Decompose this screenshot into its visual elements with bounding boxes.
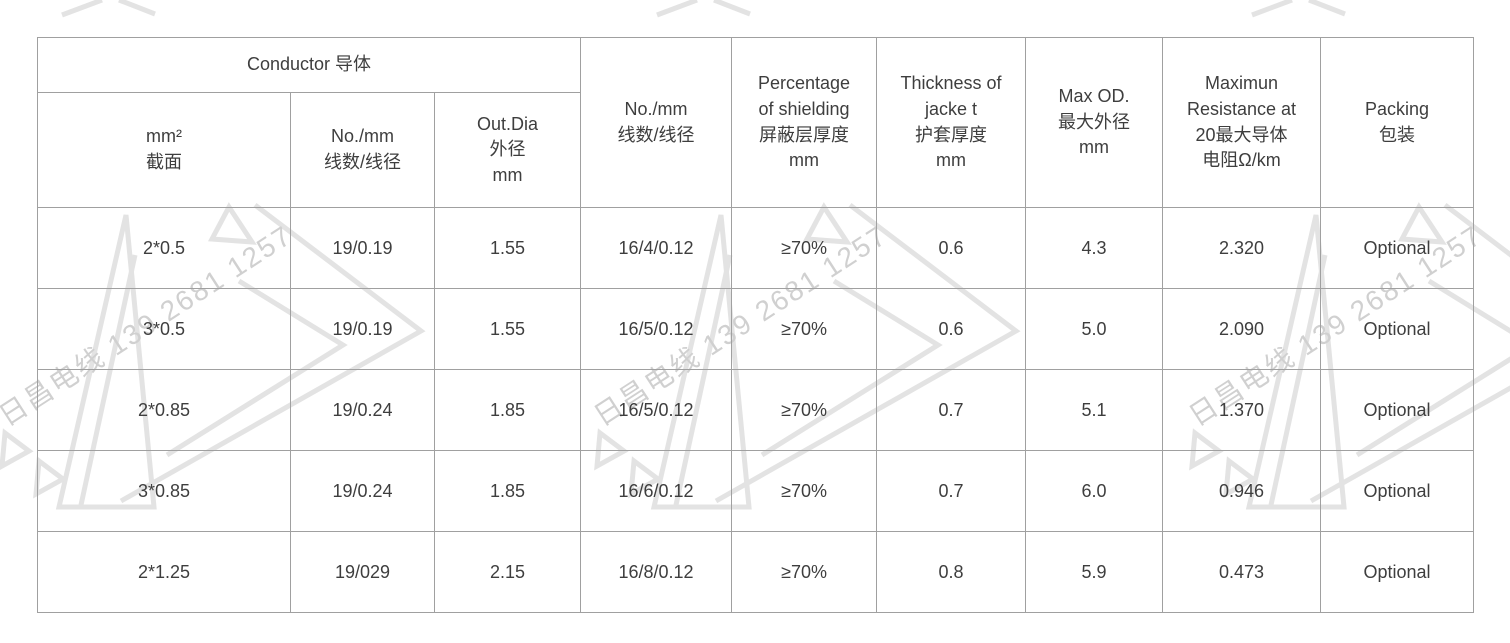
watermark-stub-line bbox=[1308, 0, 1346, 17]
cell-jacket: 0.8 bbox=[876, 531, 1027, 613]
cell-shield-pct: ≥70% bbox=[731, 207, 878, 289]
cell-packing: Optional bbox=[1320, 531, 1475, 613]
cell-resistance: 0.473 bbox=[1162, 531, 1322, 613]
header-group-row: Conductor 导体 No./mm 线数/线径 Percentage of … bbox=[36, 37, 1475, 208]
cell-maxod: 5.0 bbox=[1025, 288, 1164, 370]
watermark-top-stubs bbox=[61, 0, 1346, 18]
cell-strands: 19/0.19 bbox=[290, 288, 435, 370]
cell-packing: Optional bbox=[1320, 369, 1475, 451]
header-sub-row: mm² 截面 No./mm 线数/线径 Out.Dia 外径 mm bbox=[37, 92, 1474, 208]
cell-section: 3*0.85 bbox=[37, 450, 291, 532]
cell-outdia: 1.55 bbox=[433, 288, 582, 370]
cell-section: 2*1.25 bbox=[37, 531, 291, 613]
cell-shield-strands: 16/5/0.12 bbox=[580, 369, 733, 451]
cell-jacket: 0.6 bbox=[876, 288, 1027, 370]
cell-jacket: 0.7 bbox=[876, 369, 1027, 451]
cell-shield-pct: ≥70% bbox=[731, 531, 878, 613]
col-header-section-area: mm² 截面 bbox=[37, 92, 291, 208]
cell-strands: 19/029 bbox=[290, 531, 435, 613]
conductor-group-header: Conductor 导体 bbox=[36, 37, 582, 93]
cell-shield-strands: 16/4/0.12 bbox=[580, 207, 733, 289]
table-row: 3*0.5 19/0.19 1.55 16/5/0.12 ≥70% 0.6 5.… bbox=[37, 288, 1475, 370]
col-header-shield-strands: No./mm 线数/线径 bbox=[580, 37, 733, 208]
table-row: 3*0.85 19/0.24 1.85 16/6/0.12 ≥70% 0.7 6… bbox=[37, 450, 1475, 532]
cell-shield-strands: 16/8/0.12 bbox=[580, 531, 733, 613]
col-header-shield-percentage: Percentage of shielding 屏蔽层厚度 mm bbox=[731, 37, 878, 208]
cell-resistance: 2.320 bbox=[1162, 207, 1322, 289]
col-header-jacket-thickness: Thickness of jacke t 护套厚度 mm bbox=[876, 37, 1027, 208]
cell-maxod: 5.9 bbox=[1025, 531, 1164, 613]
cell-jacket: 0.7 bbox=[876, 450, 1027, 532]
cell-outdia: 1.85 bbox=[433, 450, 582, 532]
cell-shield-pct: ≥70% bbox=[731, 450, 878, 532]
cell-shield-strands: 16/5/0.12 bbox=[580, 288, 733, 370]
cell-outdia: 1.55 bbox=[433, 207, 582, 289]
watermark-stub-line bbox=[656, 0, 698, 18]
cell-maxod: 6.0 bbox=[1025, 450, 1164, 532]
table-row: 2*1.25 19/029 2.15 16/8/0.12 ≥70% 0.8 5.… bbox=[37, 531, 1475, 613]
col-header-packing: Packing 包装 bbox=[1320, 37, 1475, 208]
cell-jacket: 0.6 bbox=[876, 207, 1027, 289]
cell-packing: Optional bbox=[1320, 450, 1475, 532]
cell-section: 3*0.5 bbox=[37, 288, 291, 370]
col-header-outer-diameter: Out.Dia 外径 mm bbox=[433, 92, 582, 208]
cell-shield-pct: ≥70% bbox=[731, 288, 878, 370]
cell-resistance: 1.370 bbox=[1162, 369, 1322, 451]
watermark-stub-line bbox=[1251, 0, 1293, 18]
cell-shield-pct: ≥70% bbox=[731, 369, 878, 451]
watermark-stub-line bbox=[713, 0, 751, 17]
cell-section: 2*0.85 bbox=[37, 369, 291, 451]
table-row: 2*0.5 19/0.19 1.55 16/4/0.12 ≥70% 0.6 4.… bbox=[37, 207, 1475, 289]
cell-packing: Optional bbox=[1320, 288, 1475, 370]
cell-shield-strands: 16/6/0.12 bbox=[580, 450, 733, 532]
watermark-stub-line bbox=[118, 0, 156, 17]
cable-spec-table: Conductor 导体 No./mm 线数/线径 Percentage of … bbox=[36, 37, 1475, 613]
cell-strands: 19/0.24 bbox=[290, 450, 435, 532]
cell-outdia: 1.85 bbox=[433, 369, 582, 451]
cell-resistance: 2.090 bbox=[1162, 288, 1322, 370]
cell-section: 2*0.5 bbox=[37, 207, 291, 289]
table-row: 2*0.85 19/0.24 1.85 16/5/0.12 ≥70% 0.7 5… bbox=[37, 369, 1475, 451]
cell-resistance: 0.946 bbox=[1162, 450, 1322, 532]
cell-maxod: 5.1 bbox=[1025, 369, 1164, 451]
col-header-conductor-strands: No./mm 线数/线径 bbox=[290, 92, 435, 208]
col-header-max-resistance: Maximun Resistance at 20最大导体 电阻Ω/km bbox=[1162, 37, 1322, 208]
cell-maxod: 4.3 bbox=[1025, 207, 1164, 289]
cell-strands: 19/0.24 bbox=[290, 369, 435, 451]
cell-outdia: 2.15 bbox=[433, 531, 582, 613]
watermark-stub-line bbox=[61, 0, 103, 18]
cell-strands: 19/0.19 bbox=[290, 207, 435, 289]
col-header-max-od: Max OD. 最大外径 mm bbox=[1025, 37, 1164, 208]
cell-packing: Optional bbox=[1320, 207, 1475, 289]
